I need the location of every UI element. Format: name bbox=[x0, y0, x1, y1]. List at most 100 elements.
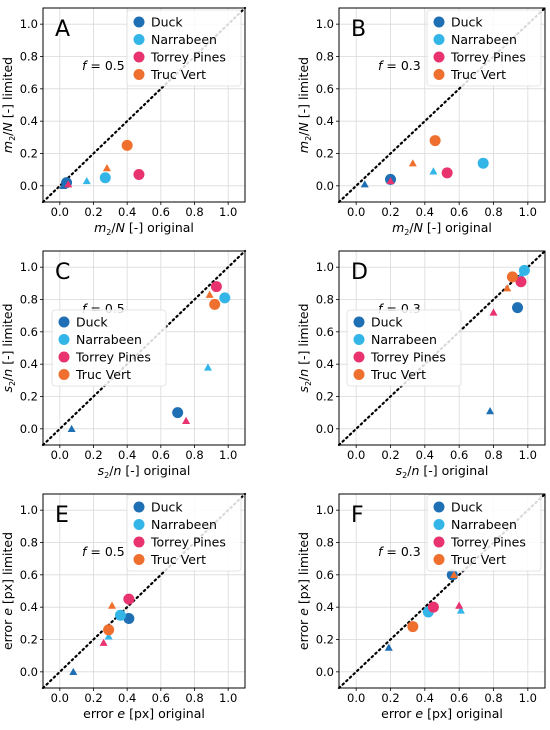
tick-label-x: 0.4 bbox=[416, 691, 434, 705]
x-axis-label: m2/N [-] original bbox=[392, 220, 492, 237]
tick-label-x: 0.6 bbox=[450, 448, 468, 462]
tick-label-x: 0.0 bbox=[51, 205, 69, 219]
tick-label-y: 0.8 bbox=[20, 50, 38, 64]
tick-label-y: 1.0 bbox=[316, 260, 334, 274]
triangle-marker-duck bbox=[384, 643, 393, 651]
circle-marker-duck bbox=[512, 302, 524, 314]
tick-label-x: 0.6 bbox=[152, 448, 170, 462]
legend-box bbox=[346, 309, 462, 387]
tick-label-y: 0.0 bbox=[316, 422, 334, 436]
legend-label-duck: Duck bbox=[76, 315, 108, 330]
tick-label-x: 0.6 bbox=[450, 691, 468, 705]
circle-marker-torrey-pines bbox=[441, 167, 453, 179]
legend-marker-narrabeen bbox=[433, 34, 445, 45]
legend-label-truc-vert: Truc Vert bbox=[450, 67, 506, 82]
legend-label-truc-vert: Truc Vert bbox=[150, 552, 206, 567]
legend-label-duck: Duck bbox=[151, 500, 183, 515]
x-axis-label: s2/n [-] original bbox=[396, 463, 489, 480]
triangle-marker-truc-vert bbox=[205, 290, 214, 298]
tick-label-y: 0.6 bbox=[316, 82, 334, 96]
legend-box bbox=[426, 494, 542, 572]
tick-label-y: 1.0 bbox=[316, 503, 334, 517]
legend-label-torrey-pines: Torrey Pines bbox=[370, 350, 446, 365]
legend-label-truc-vert: Truc Vert bbox=[370, 367, 426, 382]
tick-label-y: 0.4 bbox=[20, 357, 38, 371]
legend: Duck Narrabeen Torrey Pines Truc Vert bbox=[426, 494, 542, 572]
identity-line bbox=[41, 492, 247, 690]
triangle-marker-torrey-pines bbox=[182, 416, 191, 424]
tick-label-y: 0.2 bbox=[316, 147, 334, 161]
circle-marker-narrabeen bbox=[114, 609, 126, 621]
panel-f: 0.0 0.0 0.2 0.2 0.4 0.4 0.6 0.6 0.8 0.8 1.0 1.0 Ff =… bbox=[296, 492, 547, 721]
circle-marker-truc-vert bbox=[209, 298, 221, 310]
circle-marker-narrabeen bbox=[477, 157, 489, 169]
legend-label-narrabeen: Narrabeen bbox=[451, 517, 517, 532]
f-annotation: f = 0.5 bbox=[82, 544, 125, 559]
legend-marker-narrabeen bbox=[433, 519, 445, 530]
tick-label-x: 0.6 bbox=[152, 205, 170, 219]
x-axis-label: m2/N [-] original bbox=[94, 220, 194, 237]
f-annotation: f = 0.3 bbox=[378, 544, 421, 559]
circle-marker-torrey-pines bbox=[427, 601, 439, 613]
panel-e: 0.0 0.0 0.2 0.2 0.4 0.4 0.6 0.6 0.8 0.8 1.0 1.0 Ef =… bbox=[0, 492, 247, 721]
tick-label-x: 1.0 bbox=[219, 448, 237, 462]
tick-label-x: 0.2 bbox=[381, 448, 399, 462]
triangle-marker-truc-vert bbox=[102, 164, 111, 172]
tick-label-y: 0.6 bbox=[20, 82, 38, 96]
legend-label-narrabeen: Narrabeen bbox=[151, 517, 217, 532]
tick-label-y: 0.2 bbox=[316, 633, 334, 647]
f-annotation: f = 0.5 bbox=[82, 58, 125, 73]
tick-label-x: 0.8 bbox=[185, 448, 203, 462]
y-axis-label: m2/N [-] limited bbox=[0, 57, 17, 153]
circle-marker-truc-vert bbox=[103, 624, 115, 636]
y-axis-label: error e [px] limited bbox=[296, 532, 311, 650]
tick-label-y: 0.2 bbox=[20, 633, 38, 647]
triangle-marker-truc-vert bbox=[408, 159, 417, 167]
legend-marker-truc-vert bbox=[353, 369, 365, 380]
legend: Duck Narrabeen Torrey Pines Truc Vert bbox=[126, 494, 242, 572]
legend-marker-duck bbox=[133, 16, 145, 28]
legend-label-narrabeen: Narrabeen bbox=[76, 332, 142, 347]
tick-label-y: 1.0 bbox=[20, 503, 38, 517]
legend-marker-narrabeen bbox=[353, 334, 365, 345]
triangle-marker-narrabeen bbox=[104, 632, 113, 640]
circle-marker-truc-vert bbox=[429, 135, 441, 147]
legend-box bbox=[426, 9, 542, 87]
legend-label-duck: Duck bbox=[371, 315, 403, 330]
tick-label-x: 0.0 bbox=[347, 205, 365, 219]
tick-label-y: 0.4 bbox=[316, 600, 334, 614]
legend-marker-torrey-pines bbox=[133, 51, 145, 63]
tick-label-x: 0.2 bbox=[84, 691, 102, 705]
identity-line bbox=[41, 6, 247, 204]
panel-letter: C bbox=[55, 260, 70, 285]
tick-label-y: 0.8 bbox=[316, 536, 334, 550]
plot-frame bbox=[338, 493, 546, 689]
tick-label-y: 1.0 bbox=[20, 17, 38, 31]
legend-marker-duck bbox=[433, 501, 445, 513]
panel-letter: F bbox=[351, 503, 364, 528]
tick-label-y: 0.2 bbox=[316, 390, 334, 404]
circle-marker-narrabeen bbox=[219, 292, 231, 304]
legend-marker-duck bbox=[433, 16, 445, 28]
legend-label-narrabeen: Narrabeen bbox=[451, 32, 517, 47]
tick-label-y: 0.6 bbox=[316, 568, 334, 582]
tick-label-y: 0.8 bbox=[316, 293, 334, 307]
triangle-marker-torrey-pines bbox=[489, 308, 498, 316]
triangle-marker-torrey-pines bbox=[64, 180, 73, 188]
tick-label-y: 0.4 bbox=[20, 600, 38, 614]
tick-label-y: 0.2 bbox=[20, 390, 38, 404]
legend-label-truc-vert: Truc Vert bbox=[75, 367, 131, 382]
panel-a: 0.0 0.0 0.2 0.2 0.4 0.4 0.6 0.6 0.8 0.8 1.0 1.0 Af =… bbox=[0, 6, 247, 237]
legend-marker-narrabeen bbox=[133, 34, 145, 45]
tick-label-x: 0.2 bbox=[381, 691, 399, 705]
legend-marker-duck bbox=[133, 501, 145, 513]
legend-marker-truc-vert bbox=[58, 369, 70, 380]
circle-marker-narrabeen bbox=[518, 264, 530, 276]
tick-label-x: 0.6 bbox=[450, 205, 468, 219]
tick-label-y: 1.0 bbox=[316, 17, 334, 31]
circle-marker-torrey-pines bbox=[133, 169, 145, 181]
legend-label-duck: Duck bbox=[451, 15, 483, 30]
tick-label-y: 0.0 bbox=[20, 665, 38, 679]
plot-frame bbox=[42, 493, 246, 689]
